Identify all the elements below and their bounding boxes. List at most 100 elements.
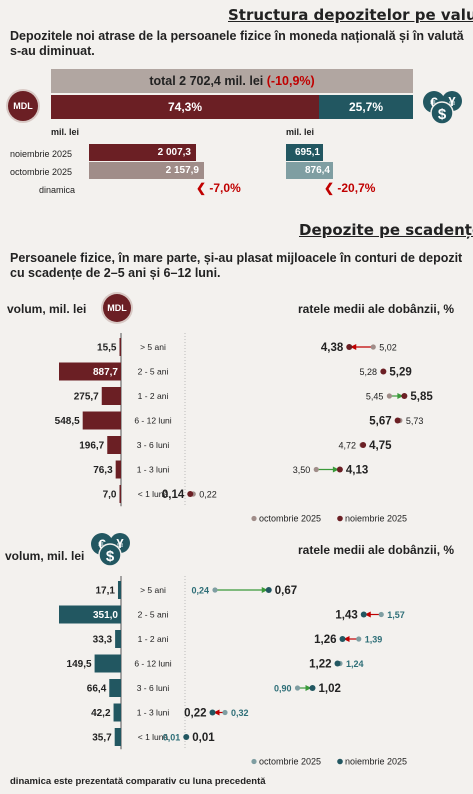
- volume-value-label: 887,7: [93, 367, 118, 378]
- svg-text:¥: ¥: [448, 94, 456, 109]
- rate-point-oct: [356, 636, 362, 642]
- row-label-nov: noiembrie 2025: [10, 149, 73, 159]
- fx-bar-oct: 876,4: [286, 162, 333, 179]
- currency-exchange-icon: € ¥ $: [423, 91, 462, 125]
- category-label: 3 - 6 luni: [137, 683, 170, 693]
- rate-point-nov: [394, 417, 401, 424]
- rate-label-nov: 5,67: [369, 416, 391, 428]
- volume-value-label: 76,3: [93, 465, 113, 476]
- fx-share-label: 25,7%: [348, 100, 384, 114]
- unit-left: mil. lei: [51, 127, 80, 137]
- mdl-share-bar: 74,3%: [51, 95, 319, 119]
- rate-point-oct: [378, 611, 384, 618]
- fx-maturity-chart: 17,1 > 5 ani 0,67 0,24 351,0 2 - 5 ani 1,43 1,5…: [59, 576, 407, 767]
- rate-label-oct: 1,24: [346, 659, 364, 669]
- legend-label-oct: octombrie 2025: [259, 514, 321, 524]
- rate-label-nov: 0,67: [275, 585, 297, 597]
- rate-point-nov: [360, 611, 367, 618]
- rate-label-oct: 0,32: [231, 708, 249, 718]
- volume-bar: [114, 728, 121, 746]
- rate-change-arrowhead: [213, 709, 220, 716]
- fx-rate-label: ratele medii ale dobânzii, %: [298, 543, 455, 557]
- total-change: (-10,9%): [266, 74, 315, 88]
- mdl-badge-text: MDL: [13, 101, 33, 111]
- volume-value-label: 149,5: [67, 659, 92, 670]
- legend-marker-nov: [337, 515, 343, 522]
- rate-point-nov: [336, 466, 343, 473]
- legend-marker-oct: [251, 515, 257, 522]
- legend-label-nov: noiembrie 2025: [345, 514, 407, 524]
- volume-bar: [59, 362, 121, 381]
- legend-label-nov: noiembrie 2025: [345, 757, 407, 767]
- rate-label-nov: 4,38: [321, 342, 344, 354]
- volume-bar: [101, 387, 121, 405]
- rate-change-arrowhead: [332, 466, 339, 473]
- mdl-rate-label: ratele medii ale dobânzii, %: [298, 302, 455, 316]
- rate-point-oct: [313, 466, 319, 473]
- volume-bar: [109, 679, 121, 697]
- rate-point-oct: [370, 344, 376, 350]
- rate-point-oct: [294, 685, 301, 691]
- rate-label-oct: 0,24: [191, 586, 209, 596]
- volume-value-label: 15,5: [97, 343, 117, 354]
- rate-label-oct: 0,01: [163, 733, 181, 743]
- volume-bar: [107, 436, 121, 454]
- volume-value-label: 275,7: [74, 392, 99, 403]
- mdl-bar-nov: 2 007,3: [89, 144, 196, 161]
- rate-point-nov: [309, 685, 316, 691]
- rate-label-oct: 1,57: [387, 610, 405, 620]
- section2-description: Persoanele fizice, în mare parte, și-au …: [10, 251, 463, 280]
- fx-bar-nov: 695,1: [286, 144, 323, 161]
- svg-text:€: €: [430, 94, 438, 110]
- volume-value-label: 17,1: [96, 586, 116, 597]
- rate-label-oct: 1,39: [365, 635, 383, 645]
- mdl-share-label: 74,3%: [167, 100, 203, 114]
- category-label: > 5 ani: [140, 585, 166, 595]
- fx-dynamics: ❮ -20,7%: [324, 181, 375, 195]
- mdl-badge-text: MDL: [107, 303, 127, 313]
- volume-value-label: 7,0: [103, 490, 117, 501]
- svg-text:¥: ¥: [116, 536, 124, 551]
- volume-bar: [59, 605, 121, 624]
- volume-value-label: 33,3: [93, 635, 113, 646]
- rate-label-nov: 5,29: [389, 367, 411, 379]
- legend-marker-nov: [337, 758, 343, 765]
- mdl-dynamics: ❮ -7,0%: [196, 181, 241, 195]
- rate-label-oct: 4,72: [338, 441, 356, 451]
- mdl-badge-icon: MDL: [103, 294, 131, 322]
- volume-bar: [119, 338, 121, 356]
- rate-label-nov: 1,43: [335, 610, 357, 622]
- volume-value-label: 196,7: [79, 441, 104, 452]
- total-bar: total 2 702,4 mil. lei (-10,9%): [51, 69, 413, 93]
- rate-point-nov: [346, 344, 353, 350]
- rate-point-oct: [212, 587, 218, 593]
- mdl-value-oct: 2 157,9: [165, 165, 199, 176]
- rate-point-nov: [339, 636, 346, 642]
- rate-point-nov: [209, 709, 216, 716]
- volume-bar: [82, 411, 121, 430]
- rate-change-arrowhead: [305, 685, 312, 691]
- rate-point-nov: [334, 660, 341, 667]
- total-label: total 2 702,4 mil. lei: [149, 74, 264, 88]
- fx-value-oct: 876,4: [304, 165, 330, 176]
- volume-bar: [115, 630, 121, 648]
- svg-text:$: $: [438, 106, 447, 123]
- category-label: 1 - 2 ani: [138, 634, 169, 644]
- category-label: < 1 lună: [138, 732, 169, 742]
- volume-bar: [117, 581, 121, 599]
- section1-title: Structura depozitelor pe valute: [228, 6, 473, 24]
- rate-label-oct: 5,45: [366, 392, 384, 402]
- section2-title: Depozite pe scadențe: [299, 221, 473, 239]
- mdl-dyn-value: -7,0%: [209, 181, 241, 195]
- category-label: 1 - 2 ani: [138, 391, 169, 401]
- section1-description: Depozitele noi atrase de la persoanele f…: [10, 29, 464, 58]
- volume-bar: [115, 460, 121, 479]
- mdl-maturity-chart: 15,5 > 5 ani 4,38 5,02 887,7 2 - 5 ani 5,29 5,2…: [55, 333, 433, 524]
- rate-label-nov: 0,14: [162, 489, 185, 501]
- rate-point-nov: [183, 734, 190, 740]
- rate-point-nov: [401, 393, 408, 399]
- rate-point-nov: [265, 587, 272, 593]
- volume-value-label: 66,4: [87, 684, 107, 695]
- volume-value-label: 548,5: [55, 416, 80, 427]
- rate-label-nov: 1,26: [314, 634, 336, 646]
